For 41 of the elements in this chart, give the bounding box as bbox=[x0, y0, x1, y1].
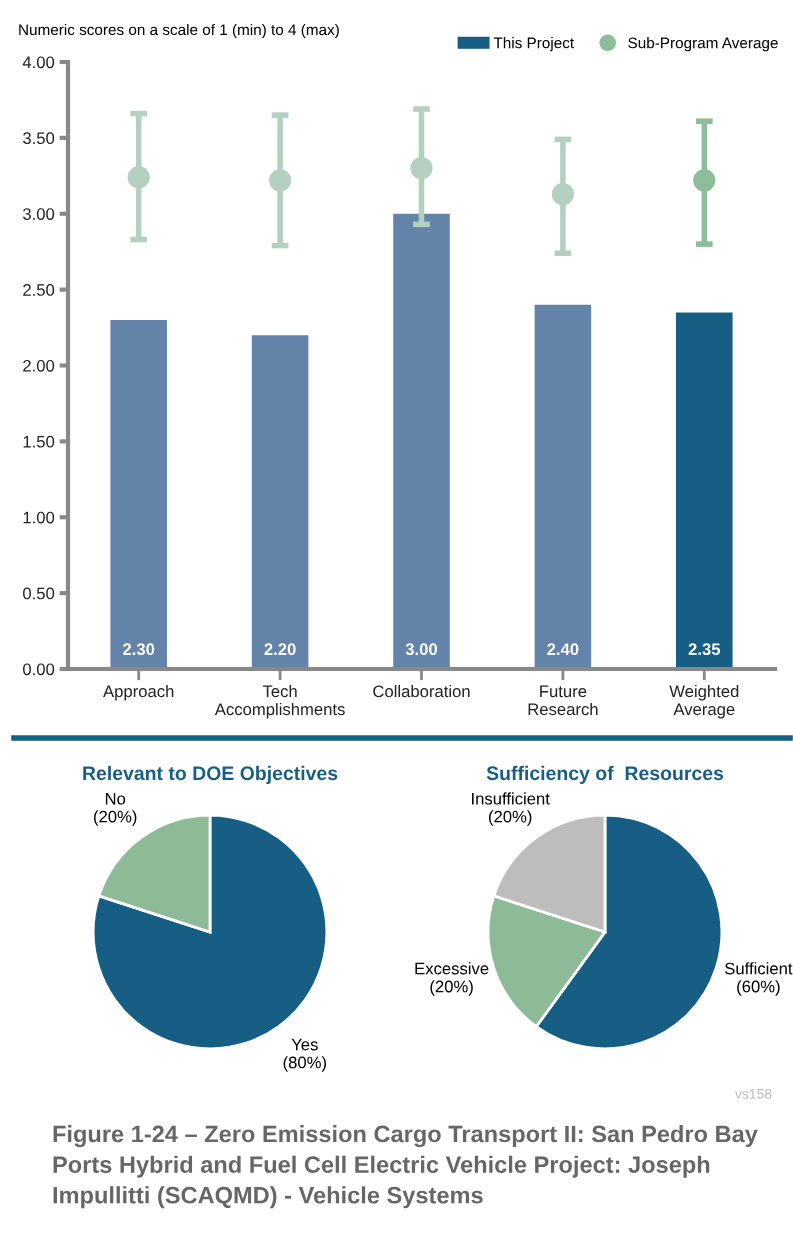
text: vs158 bbox=[734, 1088, 772, 1099]
bar bbox=[534, 304, 592, 669]
y-tick-label: 0.00 bbox=[23, 663, 55, 676]
x-tick-label: Future Research bbox=[528, 685, 598, 716]
bar bbox=[251, 335, 309, 669]
data-label: 2.40 bbox=[547, 643, 579, 656]
x-tick-label: Tech Accomplishments bbox=[214, 684, 345, 719]
chart-title: Relevant to DOE Objectives bbox=[83, 765, 338, 784]
caption: Figure 1-24 – Zero Emission Cargo Transport II: San Pedro Bay Ports Hybrid and Fuel Cell Electric Vehicle Project: Joseph Impullitti (SCAQMD) - Vehicle Systems bbox=[53, 1125, 758, 1209]
data-label: (80%) bbox=[283, 1056, 326, 1072]
legend-label: This Project bbox=[493, 37, 574, 52]
data-label: (60%) bbox=[737, 980, 780, 996]
data-label: (20%) bbox=[430, 980, 473, 996]
y-tick-label: 4.00 bbox=[22, 56, 55, 69]
y-tick-label: 1.50 bbox=[23, 435, 55, 448]
y-tick-label: 3.50 bbox=[23, 132, 55, 145]
slice-label: No bbox=[105, 792, 126, 805]
bar bbox=[676, 312, 733, 669]
data-label: 2.20 bbox=[264, 643, 296, 656]
slice-label: Yes bbox=[291, 1038, 318, 1051]
slice-label: Insufficient bbox=[472, 792, 550, 805]
data-label: (20%) bbox=[489, 810, 532, 826]
y-tick-label: 1.00 bbox=[23, 511, 55, 524]
data-label: 3.00 bbox=[405, 643, 438, 656]
slice-label: Sufficient bbox=[725, 962, 793, 975]
slice-label: Excessive bbox=[415, 962, 489, 975]
bar bbox=[393, 213, 450, 669]
chart-subtitle: Numeric scores on a scale of 1 (min) to 4 (max) bbox=[19, 23, 339, 39]
bar bbox=[110, 319, 167, 669]
data-label: (20%) bbox=[94, 810, 137, 826]
legend-label: Sub-Program Average bbox=[628, 37, 778, 52]
chart-title: Sufficiency of Resources bbox=[486, 765, 724, 784]
y-tick-label: 0.50 bbox=[23, 587, 55, 600]
y-tick-label: 2.00 bbox=[23, 359, 55, 372]
x-tick-label: Approach bbox=[103, 684, 174, 701]
data-label: 2.35 bbox=[688, 643, 721, 656]
x-tick-label: Collaboration bbox=[373, 684, 470, 698]
data-label: 2.30 bbox=[123, 643, 155, 656]
x-tick-label: Weighted Average bbox=[669, 684, 739, 719]
y-tick-label: 3.00 bbox=[23, 208, 55, 220]
y-tick-label: 2.50 bbox=[23, 284, 55, 296]
